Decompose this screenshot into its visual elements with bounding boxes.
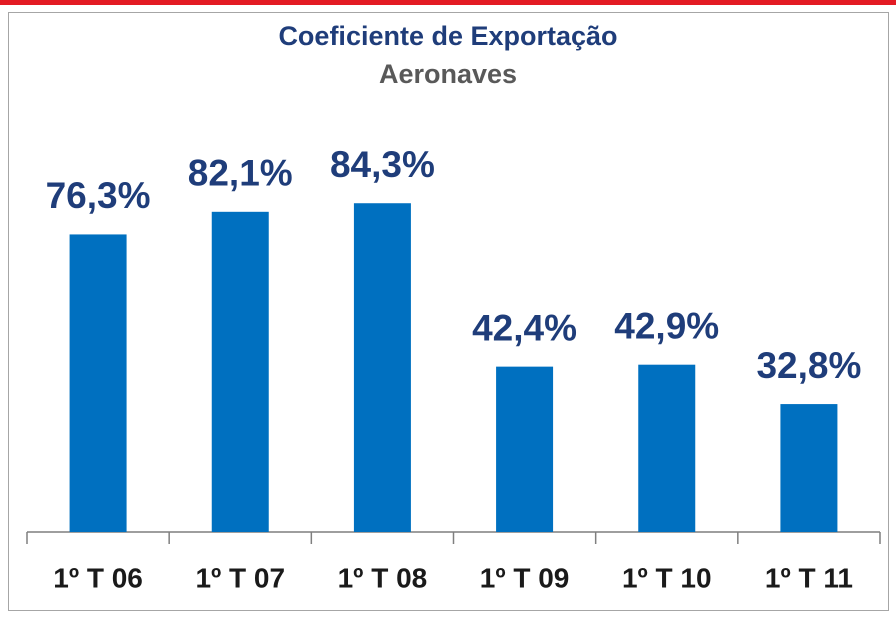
bar — [211, 211, 269, 532]
x-tick-label: 1º T 06 — [53, 562, 143, 593]
bar — [496, 366, 554, 532]
data-label: 76,3% — [46, 175, 151, 216]
x-tick-label: 1º T 07 — [195, 562, 285, 593]
data-label: 42,4% — [472, 307, 577, 348]
data-label: 42,9% — [614, 305, 719, 346]
data-label: 82,1% — [188, 153, 293, 194]
x-tick-label: 1º T 11 — [765, 562, 853, 593]
x-tick-label: 1º T 09 — [480, 562, 570, 593]
chart-title: Coeficiente de Exportação — [278, 21, 617, 51]
top-stripe — [0, 0, 896, 5]
bar — [780, 404, 838, 532]
x-tick-label: 1º T 08 — [338, 562, 428, 593]
bar — [353, 203, 411, 533]
data-label: 32,8% — [756, 345, 861, 386]
frame — [8, 12, 889, 611]
x-tick-label: 1º T 10 — [622, 562, 712, 593]
chart-subtitle: Aeronaves — [379, 59, 517, 89]
bar — [69, 234, 127, 532]
bar — [638, 364, 696, 532]
data-label: 84,3% — [330, 144, 435, 185]
